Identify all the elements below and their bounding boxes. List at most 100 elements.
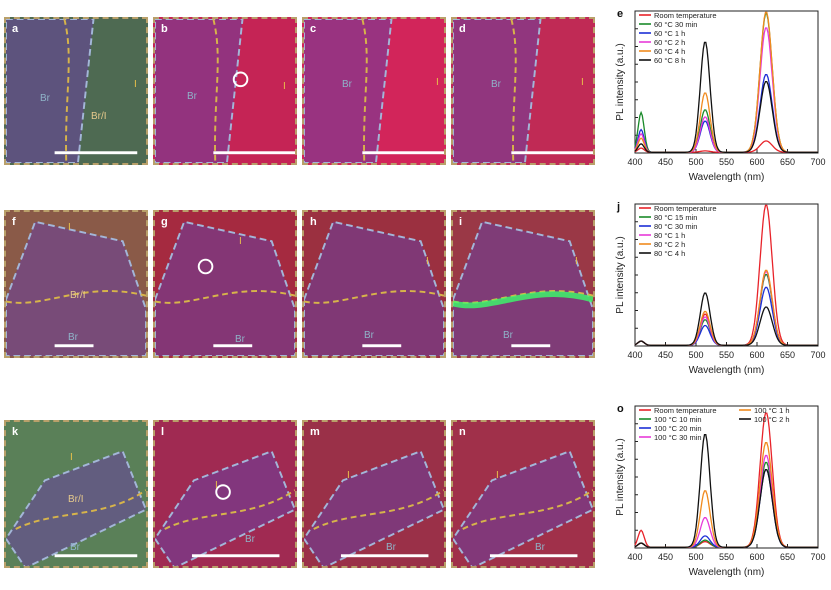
region-label: Br [491, 79, 501, 90]
region-label: Br [364, 330, 374, 341]
series-line [634, 41, 818, 153]
panel-label: h [310, 216, 317, 228]
x-tick-label: 650 [780, 350, 795, 360]
legend-entry: 100 °C 20 min [654, 424, 702, 433]
region-label: Br [70, 542, 80, 553]
panel-label: m [310, 426, 320, 438]
legend-entry: Room temperature [654, 11, 717, 20]
x-axis-label: Wavelength (nm) [689, 567, 765, 578]
x-axis-label: Wavelength (nm) [689, 172, 765, 183]
micrograph-panel-f: f I Br/I Br [4, 210, 148, 358]
y-axis-label: PL intensity (a.u.) [615, 236, 626, 313]
micrograph-panel-g: g I Br [153, 210, 297, 358]
legend-entry: Room temperature [654, 406, 717, 415]
x-tick-label: 550 [719, 157, 734, 167]
legend-entry: 80 °C 1 h [654, 231, 685, 240]
series-line [634, 271, 818, 346]
x-tick-label: 500 [688, 157, 703, 167]
legend-entry: 60 °C 1 h [654, 29, 685, 38]
panel-label: n [459, 426, 466, 438]
region-label: I [239, 236, 242, 247]
region-label: Br [235, 334, 245, 345]
region-label: I [283, 81, 286, 92]
micrograph-panel-b: b Br I [153, 17, 297, 165]
legend-entry: 80 °C 4 h [654, 249, 685, 258]
region-label: Br/I [68, 494, 84, 505]
legend-entry: 60 °C 30 min [654, 20, 697, 29]
chart-panel-label: e [617, 8, 623, 20]
x-tick-label: 400 [627, 552, 642, 562]
series-line [634, 286, 818, 346]
series-line [634, 433, 818, 548]
legend-entry: 60 °C 4 h [654, 47, 685, 56]
legend-entry: 80 °C 30 min [654, 222, 697, 231]
region-label: Br [535, 542, 545, 553]
micrograph-panel-l: l I Br [153, 420, 297, 568]
micrograph-panel-a: a Br Br/I I [4, 17, 148, 165]
panel-label: f [12, 216, 16, 228]
region-label: I [436, 77, 439, 88]
series-line [634, 269, 818, 346]
legend-entry: 100 °C 1 h [754, 406, 790, 415]
x-tick-label: 550 [719, 552, 734, 562]
micrograph-panel-c: c Br I [302, 17, 446, 165]
x-tick-label: 450 [658, 552, 673, 562]
x-tick-label: 600 [749, 552, 764, 562]
x-tick-label: 450 [658, 157, 673, 167]
x-tick-label: 700 [810, 350, 825, 360]
region-label: I [68, 222, 71, 233]
region-label: I [575, 256, 578, 267]
x-tick-label: 600 [749, 350, 764, 360]
x-tick-label: 550 [719, 350, 734, 360]
panel-label: b [161, 23, 168, 35]
legend-entry: 80 °C 15 min [654, 213, 697, 222]
chart-panel-label: o [617, 403, 624, 415]
region-label: Br/I [91, 111, 107, 122]
series-line [634, 73, 818, 153]
series-line [634, 442, 818, 548]
panel-label: k [12, 426, 19, 438]
y-axis-label: PL intensity (a.u.) [615, 43, 626, 120]
region-label: I [496, 470, 499, 481]
series-line [634, 468, 818, 548]
x-tick-label: 650 [780, 552, 795, 562]
micrograph-panel-d: d Br I [451, 17, 595, 165]
legend-entry: 80 °C 2 h [654, 240, 685, 249]
region-label: Br [245, 534, 255, 545]
region-label: Br/I [70, 290, 86, 301]
region-label: I [347, 470, 350, 481]
legend-entry: 60 °C 8 h [654, 56, 685, 65]
x-tick-label: 450 [658, 350, 673, 360]
chart-panel-label: j [616, 201, 620, 213]
micrograph-panel-k: k I Br/I Br [4, 420, 148, 568]
micrograph-panel-i: i I Br [451, 210, 595, 358]
panel-label: g [161, 216, 168, 228]
region-label: I [134, 79, 137, 90]
region-label: Br [386, 542, 396, 553]
series-line [634, 273, 818, 346]
x-tick-label: 650 [780, 157, 795, 167]
panel-label: i [459, 216, 463, 228]
legend-entry: 100 °C 10 min [654, 415, 702, 424]
spectrum-chart-o: o 400 450 500 550 600 650 700 Wavelength (nm) PL … [603, 400, 828, 585]
region-label: Br [187, 91, 197, 102]
panel-label: a [12, 23, 19, 35]
region-label: Br [503, 330, 513, 341]
x-tick-label: 500 [688, 552, 703, 562]
region-label: I [70, 452, 73, 463]
region-label: Br [40, 93, 50, 104]
region-label: Br [68, 332, 78, 343]
x-tick-label: 500 [688, 350, 703, 360]
micrograph-panel-m: m I Br [302, 420, 446, 568]
panel-label: d [459, 23, 466, 35]
legend-entry: Room temperature [654, 204, 717, 213]
series-line [634, 292, 818, 346]
region-label: I [581, 77, 584, 88]
y-axis-label: PL intensity (a.u.) [615, 438, 626, 515]
panel-label: c [310, 23, 317, 35]
region-label: Br [342, 79, 352, 90]
series-line [634, 454, 818, 548]
panel-label: l [161, 426, 165, 438]
spectrum-chart-e: e 400 450 500 550 600 650 700 Wavelength (nm) PL … [603, 5, 828, 190]
legend-entry: 100 °C 2 h [754, 415, 790, 424]
